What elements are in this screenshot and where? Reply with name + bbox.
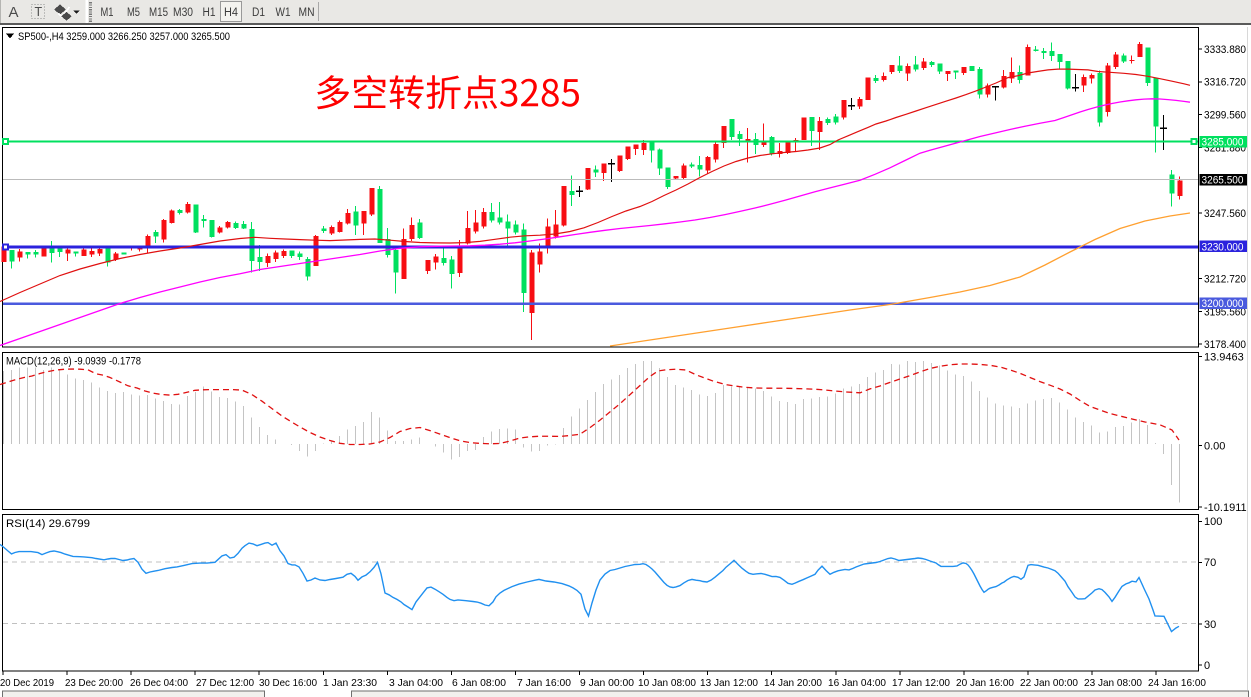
svg-text:3178.400: 3178.400 [1204, 339, 1246, 351]
svg-text:RSI(14) 29.6799: RSI(14) 29.6799 [6, 518, 90, 530]
svg-text:3285.000: 3285.000 [1202, 137, 1244, 149]
svg-text:30 Dec 16:00: 30 Dec 16:00 [259, 677, 317, 689]
svg-text:H1: H1 [203, 7, 216, 19]
svg-text:6 Jan 08:00: 6 Jan 08:00 [452, 677, 506, 689]
svg-text:10 Jan 08:00: 10 Jan 08:00 [638, 677, 696, 689]
svg-text:23 Jan 08:00: 23 Jan 08:00 [1084, 677, 1142, 689]
svg-text:7 Jan 16:00: 7 Jan 16:00 [517, 677, 571, 689]
svg-text:M1: M1 [101, 7, 114, 19]
svg-text:M30: M30 [173, 7, 193, 19]
svg-text:70: 70 [1204, 557, 1216, 569]
svg-text:23 Dec 20:00: 23 Dec 20:00 [65, 677, 123, 689]
svg-text:W1: W1 [276, 7, 291, 19]
svg-text:13.9463: 13.9463 [1204, 351, 1244, 363]
svg-text:A: A [9, 4, 19, 21]
svg-text:20 Jan 16:00: 20 Jan 16:00 [956, 677, 1014, 689]
svg-text:SP500-,H4 3259.000 3266.250 3: SP500-,H4 3259.000 3266.250 3257.000 326… [18, 31, 230, 43]
svg-text:27 Dec 12:00: 27 Dec 12:00 [196, 677, 254, 689]
svg-text:0.00: 0.00 [1204, 440, 1225, 452]
svg-text:30: 30 [1204, 619, 1216, 631]
svg-text:D1: D1 [252, 7, 265, 19]
svg-text:M15: M15 [149, 7, 168, 19]
svg-text:3200.000: 3200.000 [1202, 298, 1244, 310]
svg-text:13 Jan 12:00: 13 Jan 12:00 [700, 677, 758, 689]
svg-text:26 Dec 04:00: 26 Dec 04:00 [130, 677, 188, 689]
svg-text:22 Jan 00:00: 22 Jan 00:00 [1020, 677, 1078, 689]
svg-text:9 Jan 00:00: 9 Jan 00:00 [580, 677, 634, 689]
svg-text:MACD(12,26,9) -9.0939 -0.1778: MACD(12,26,9) -9.0939 -0.1778 [6, 356, 141, 368]
svg-text:M5: M5 [127, 7, 140, 19]
svg-text:3212.720: 3212.720 [1204, 274, 1246, 286]
svg-text:H4: H4 [224, 7, 239, 19]
svg-text:3265.500: 3265.500 [1202, 175, 1244, 187]
svg-text:3230.000: 3230.000 [1202, 241, 1244, 253]
svg-text:20 Dec 2019: 20 Dec 2019 [0, 677, 54, 689]
svg-text:3195.560: 3195.560 [1204, 306, 1246, 318]
svg-text:16 Jan 04:00: 16 Jan 04:00 [828, 677, 886, 689]
svg-text:3316.720: 3316.720 [1204, 77, 1246, 89]
svg-text:3333.880: 3333.880 [1204, 44, 1246, 56]
svg-text:14 Jan 20:00: 14 Jan 20:00 [764, 677, 822, 689]
svg-text:17 Jan 12:00: 17 Jan 12:00 [892, 677, 950, 689]
svg-text:-10.1911: -10.1911 [1204, 502, 1247, 514]
svg-text:3299.560: 3299.560 [1204, 110, 1246, 122]
svg-text:1 Jan 23:30: 1 Jan 23:30 [323, 677, 377, 689]
svg-text:T: T [35, 5, 43, 19]
svg-text:3247.560: 3247.560 [1204, 208, 1246, 220]
svg-text:100: 100 [1204, 516, 1222, 528]
svg-text:MN: MN [299, 7, 315, 19]
svg-text:3 Jan 04:00: 3 Jan 04:00 [389, 677, 443, 689]
svg-text:24 Jan 16:00: 24 Jan 16:00 [1148, 677, 1206, 689]
svg-text:0: 0 [1204, 660, 1210, 672]
